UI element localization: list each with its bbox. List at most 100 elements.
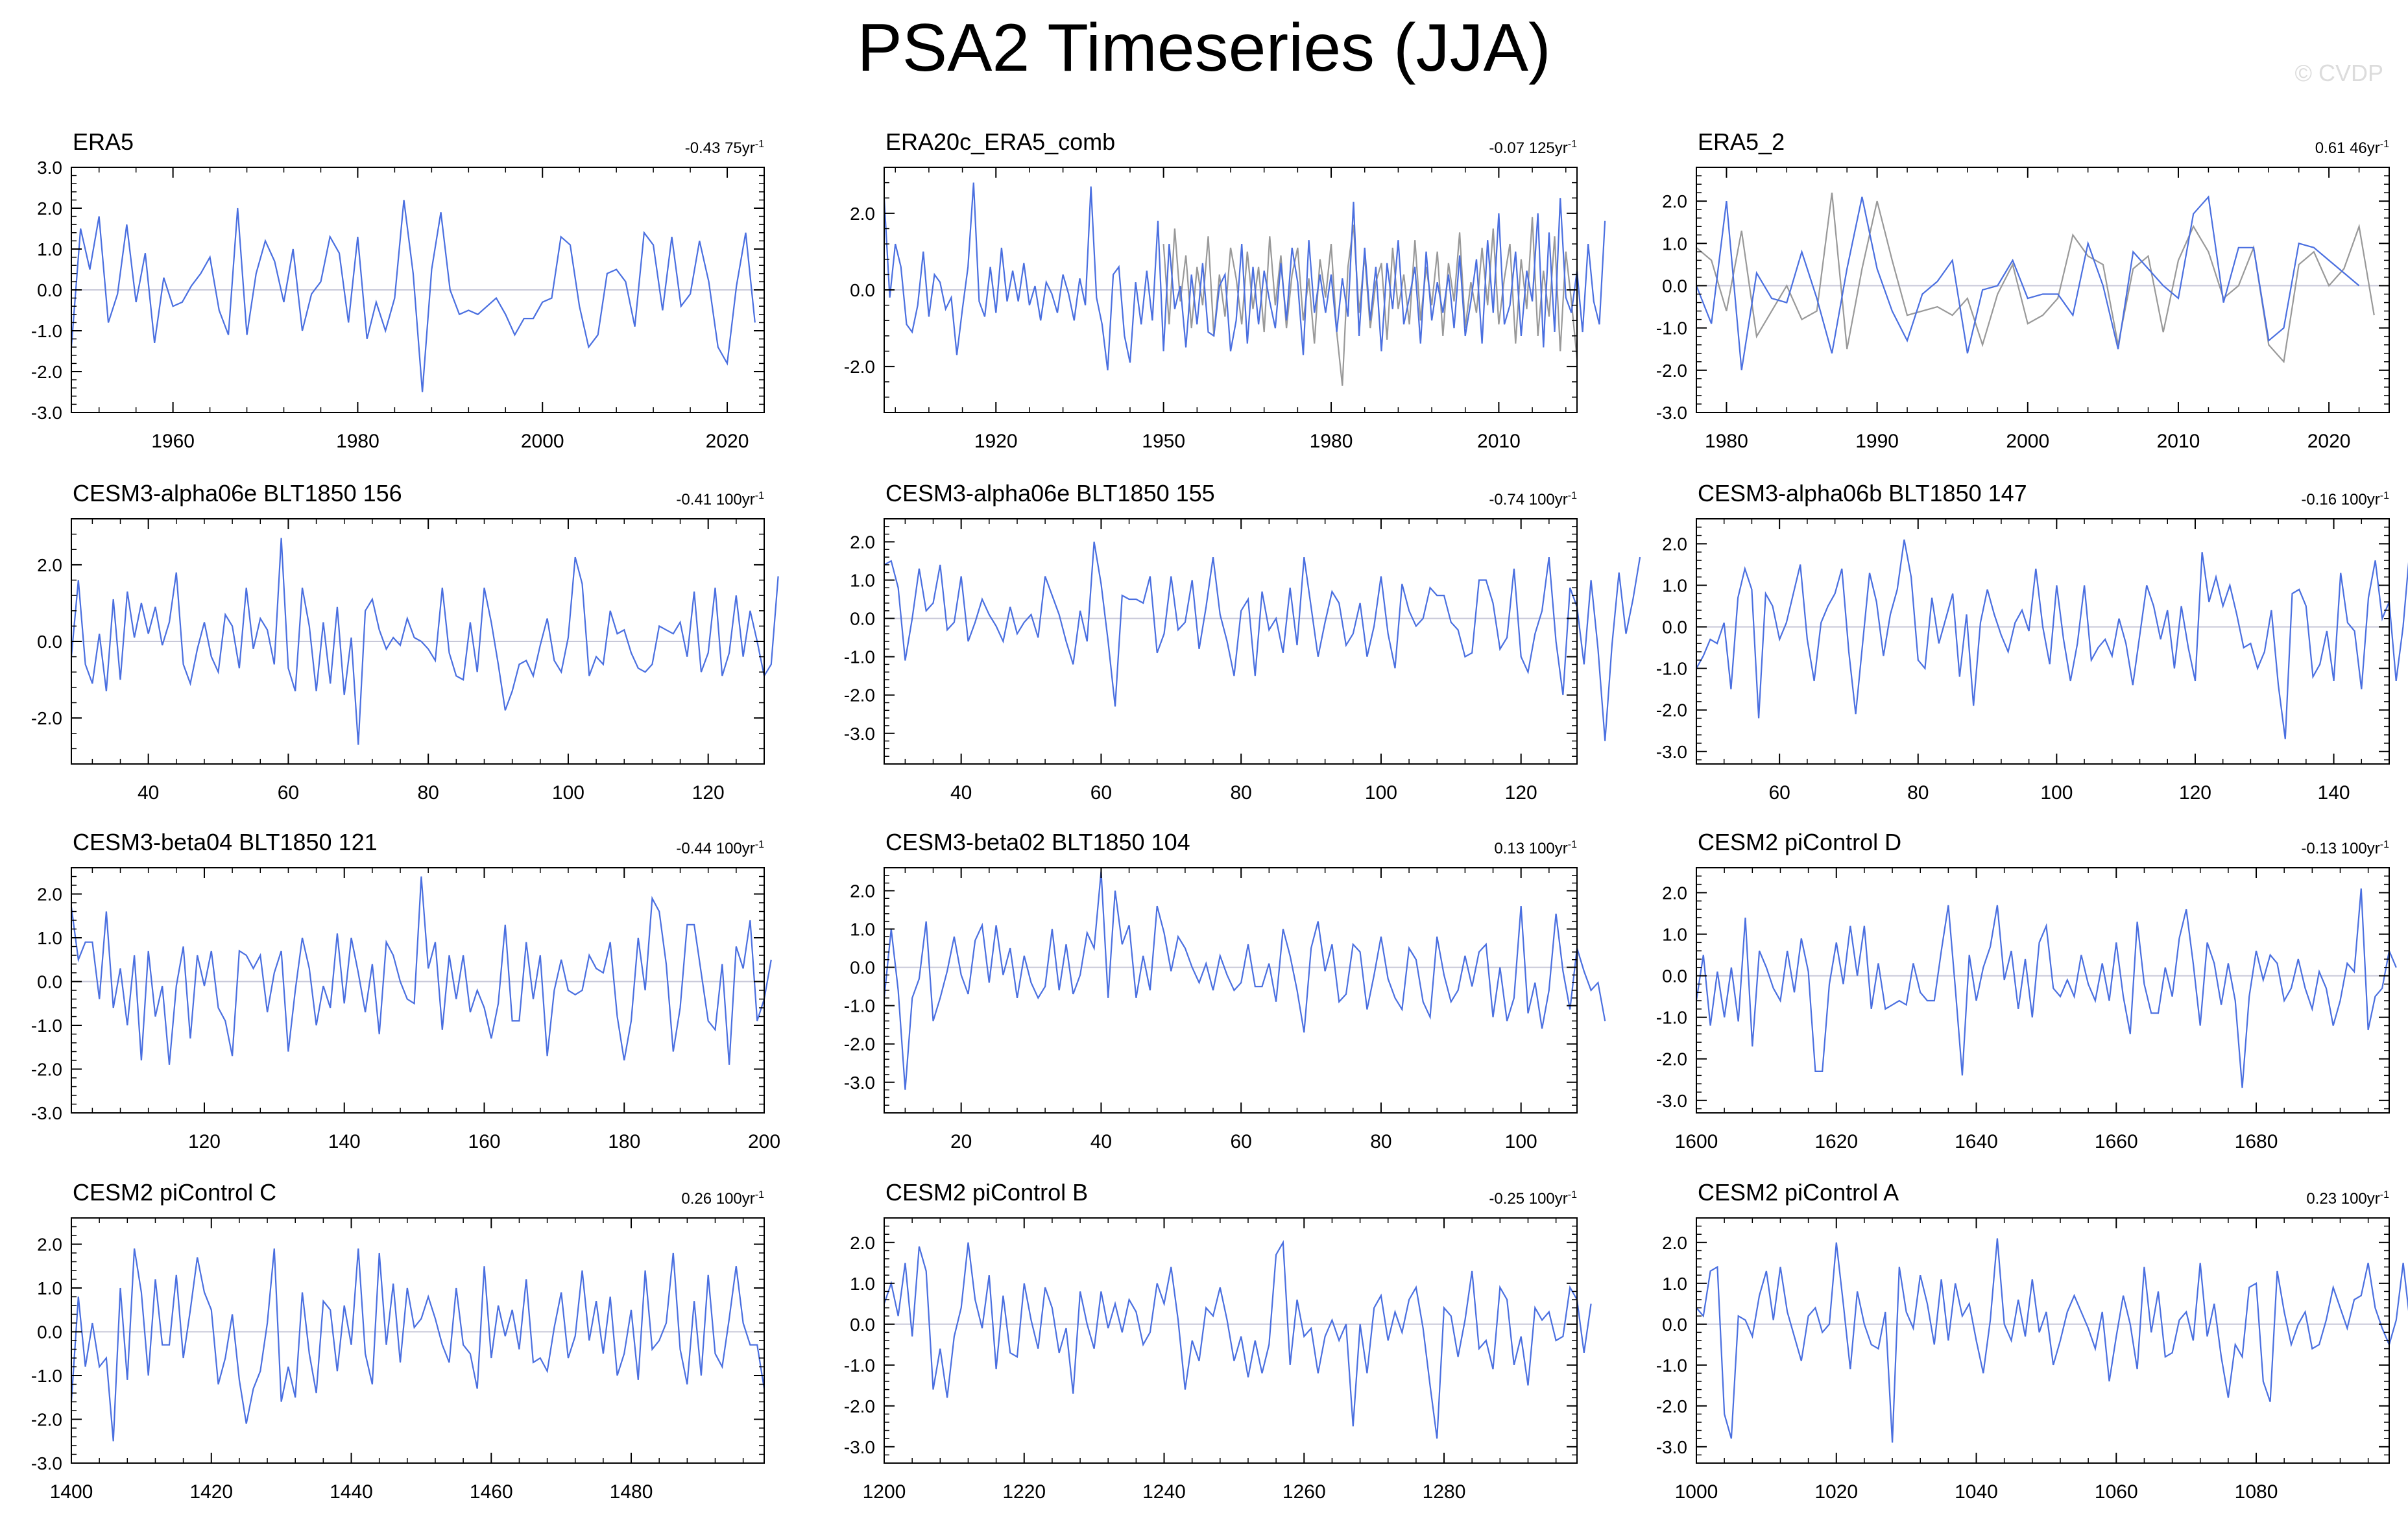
panel-10-y-tick-label: 1.0 [37, 1278, 62, 1298]
panel-3-trend: 0.61 46yr-1 [2130, 139, 2389, 158]
panel-6-y-tick-label: 2.0 [1662, 534, 1687, 554]
panel-5-plot: 40 60 80 100 120 -3.0 -2.0 -1.0 0.0 1.0 2.0 [844, 518, 1641, 804]
panel-10-trend: 0.26 100yr-1 [505, 1189, 764, 1208]
panel-2-y-tick-label: 0.0 [850, 280, 875, 300]
panel-7-x-tick-label: 140 [328, 1131, 361, 1152]
panel-5-x-tick-label: 80 [1230, 782, 1251, 804]
panel-10-x-tick-label: 1400 [50, 1481, 93, 1503]
panel-7-y-tick-label: -1.0 [31, 1016, 62, 1036]
panel-11-title: CESM2 piControl B [885, 1179, 1089, 1206]
panel-10-trend-unit: -1 [754, 1189, 764, 1200]
panel-11-trend-unit: -1 [1567, 1189, 1577, 1200]
panel-11-x-tick-label: 1260 [1282, 1481, 1326, 1503]
panel-9-plot-area: 1600 1620 1640 1660 1680 -3.0 -2.0 -1.0 0.0 1.0 2.… [1656, 867, 2397, 1152]
panel-8-y-tick-label: 2.0 [850, 881, 875, 901]
panel-7-x-tick-label: 200 [748, 1131, 780, 1152]
panel-7-trend: -0.44 100yr-1 [505, 839, 764, 858]
panel-9-y-tick-label: 0.0 [1662, 966, 1687, 986]
panel-8-series-psa2 [883, 871, 1606, 1090]
panel-4-trend-unit: -1 [754, 490, 764, 501]
panel-7-x-tick-label: 120 [188, 1131, 221, 1152]
panel-9-trend-value: -0.13 100yr [2301, 840, 2380, 857]
panel-11-x-tick-label: 1220 [1002, 1481, 1046, 1503]
panel-1-plot-area: 1960 1980 2000 2020 -3.0 -2.0 -1.0 0.0 1.0 2.0 3.0 [31, 158, 765, 452]
panel-3-x-tick-label: 1980 [1705, 431, 1748, 452]
panel-3-y-tick-label: 2.0 [1662, 191, 1687, 211]
panel-1-x-tick-label: 2020 [706, 431, 749, 452]
panel-12-plot: 1000 1020 1040 1060 1080 -3.0 -2.0 -1.0 0.0 1.0 2.… [1656, 1217, 2408, 1503]
panel-7-series-psa2 [70, 876, 772, 1065]
panel-2-plot-area: 1920 1950 1980 2010 -2.0 0.0 2.0 [844, 167, 1606, 452]
panel-3-x-tick-label: 1990 [1855, 431, 1899, 452]
panel-7-title: CESM3-beta04 BLT1850 121 [73, 829, 378, 855]
panel-12-trend-value: 0.23 100yr [2306, 1190, 2380, 1208]
panel-6-series-psa2 [1696, 539, 2408, 739]
panel-8-x-tick-label: 20 [950, 1131, 972, 1152]
panel-12-y-tick-label: -2.0 [1656, 1396, 1687, 1416]
panel-10-series-psa2 [70, 1248, 765, 1442]
panel-1-title: ERA5 [73, 128, 134, 155]
panel-8-x-tick-label: 100 [1505, 1131, 1537, 1152]
panel-6-plot-area: 60 80 100 120 140 -3.0 -2.0 -1.0 0.0 1.0 2.0 [1656, 518, 2408, 804]
panel-1-y-tick-label: -1.0 [31, 321, 62, 341]
panel-10-y-tick-label: 2.0 [37, 1235, 62, 1255]
panel-7-y-tick-label: 1.0 [37, 928, 62, 948]
panel-11-series-psa2 [883, 1240, 1592, 1439]
panel-7-x-tick-label: 180 [608, 1131, 640, 1152]
panel-9-x-tick-label: 1680 [2235, 1131, 2278, 1152]
panel-12-y-tick-label: -3.0 [1656, 1437, 1687, 1457]
panel-12-x-tick-label: 1060 [2095, 1481, 2138, 1503]
panel-9-x-tick-label: 1600 [1675, 1131, 1718, 1152]
panel-4-trend: -0.41 100yr-1 [505, 490, 764, 509]
panel-10-x-tick-label: 1460 [470, 1481, 513, 1503]
figure-title: PSA2 Timeseries (JJA) [857, 10, 1551, 86]
panel-6-y-tick-label: -2.0 [1656, 700, 1687, 721]
panel-10-frame [71, 1217, 765, 1464]
panel-4-x-tick-label: 100 [552, 782, 584, 804]
panel-7-y-tick-label: 2.0 [37, 885, 62, 905]
panel-11-y-tick-label: -3.0 [844, 1437, 875, 1457]
panel-6-trend-unit: -1 [2379, 490, 2389, 501]
panel-3-y-tick-label: 1.0 [1662, 233, 1687, 254]
panel-3-series-reference [1696, 192, 2375, 364]
panel-2-series-psa2 [883, 182, 1606, 371]
panel-4-trend-value: -0.41 100yr [676, 491, 755, 508]
panel-4-y-tick-label: -2.0 [31, 708, 62, 728]
panel-12-x-tick-label: 1020 [1814, 1481, 1858, 1503]
panel-3-y-tick-label: -1.0 [1656, 318, 1687, 339]
panel-7-trend-value: -0.44 100yr [676, 840, 755, 857]
panel-6-y-tick-label: -1.0 [1656, 659, 1687, 679]
panel-1-y-tick-label: -3.0 [31, 403, 62, 423]
panel-9-y-tick-label: -3.0 [1656, 1091, 1687, 1111]
panel-1-y-tick-label: 0.0 [37, 280, 62, 300]
panel-7-plot: 120 140 160 180 200 -3.0 -2.0 -1.0 0.0 1.0 2.0 [31, 867, 780, 1152]
panel-5-x-tick-label: 100 [1365, 782, 1397, 804]
panel-6-x-tick-label: 140 [2318, 782, 2350, 804]
panel-1-trend: -0.43 75yr-1 [505, 139, 764, 158]
panel-11-trend: -0.25 100yr-1 [1318, 1189, 1577, 1208]
panel-12-y-tick-label: 1.0 [1662, 1274, 1687, 1294]
panel-3-y-tick-label: -3.0 [1656, 403, 1687, 423]
panel-3-trend-value: 0.61 46yr [2315, 139, 2380, 157]
panel-3-title: ERA5_2 [1698, 128, 1785, 155]
panel-2-x-tick-label: 2010 [1477, 431, 1521, 452]
panel-2-trend-value: -0.07 125yr [1489, 139, 1568, 157]
panel-2-title: ERA20c_ERA5_comb [885, 128, 1116, 155]
panel-10-x-tick-label: 1480 [610, 1481, 653, 1503]
panel-12-x-tick-label: 1040 [1955, 1481, 1998, 1503]
panel-10-title: CESM2 piControl C [73, 1179, 277, 1206]
panel-5-series-psa2 [884, 542, 1641, 741]
panel-8-trend: 0.13 100yr-1 [1318, 839, 1577, 858]
panel-6-x-tick-label: 100 [2040, 782, 2073, 804]
panel-5-y-tick-label: 2.0 [850, 532, 875, 552]
panel-10-y-tick-label: 0.0 [37, 1322, 62, 1342]
panel-6-trend: -0.16 100yr-1 [2130, 490, 2389, 509]
panel-5-title: CESM3-alpha06e BLT1850 155 [885, 480, 1215, 507]
panel-5-y-tick-label: -1.0 [844, 647, 875, 667]
panel-6-x-tick-label: 80 [1907, 782, 1929, 804]
panel-12-x-tick-label: 1080 [2235, 1481, 2278, 1503]
panel-7-y-tick-label: -2.0 [31, 1060, 62, 1080]
panel-12-frame [1696, 1217, 2390, 1464]
panel-3-series-psa2 [1695, 195, 2360, 370]
